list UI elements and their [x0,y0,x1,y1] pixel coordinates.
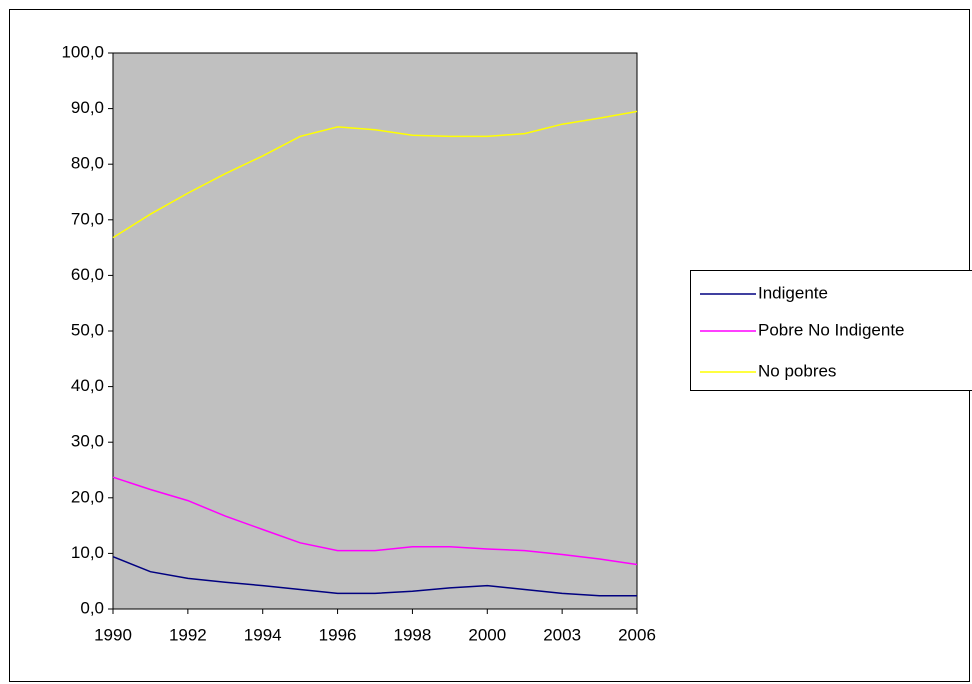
y-tick-label: 90,0 [71,98,104,117]
x-tick-label: 1998 [394,625,432,644]
legend-label: No pobres [758,361,836,380]
y-tick-label: 60,0 [71,265,104,284]
x-tick-label: 1992 [169,625,207,644]
y-tick-label: 50,0 [71,320,104,339]
plot-area [112,52,638,610]
series-line [112,476,638,566]
y-tick-label: 40,0 [71,376,104,395]
y-tick-label: 20,0 [71,487,104,506]
legend-label: Indigente [758,283,828,302]
y-tick-label: 80,0 [71,154,104,173]
series-line [112,556,637,597]
legend-label: Pobre No Indigente [758,320,905,339]
y-tick-label: 0,0 [80,598,104,617]
x-tick-label: 2006 [618,625,656,644]
y-tick-label: 10,0 [71,543,104,562]
x-tick-label: 1994 [244,625,282,644]
series-line [112,110,638,239]
y-tick-label: 30,0 [71,432,104,451]
x-tick-label: 1990 [94,625,132,644]
y-tick-label: 70,0 [71,209,104,228]
y-tick-label: 100,0 [61,42,104,61]
x-tick-label: 2000 [468,625,506,644]
x-tick-label: 2003 [543,625,581,644]
x-tick-label: 1996 [319,625,357,644]
